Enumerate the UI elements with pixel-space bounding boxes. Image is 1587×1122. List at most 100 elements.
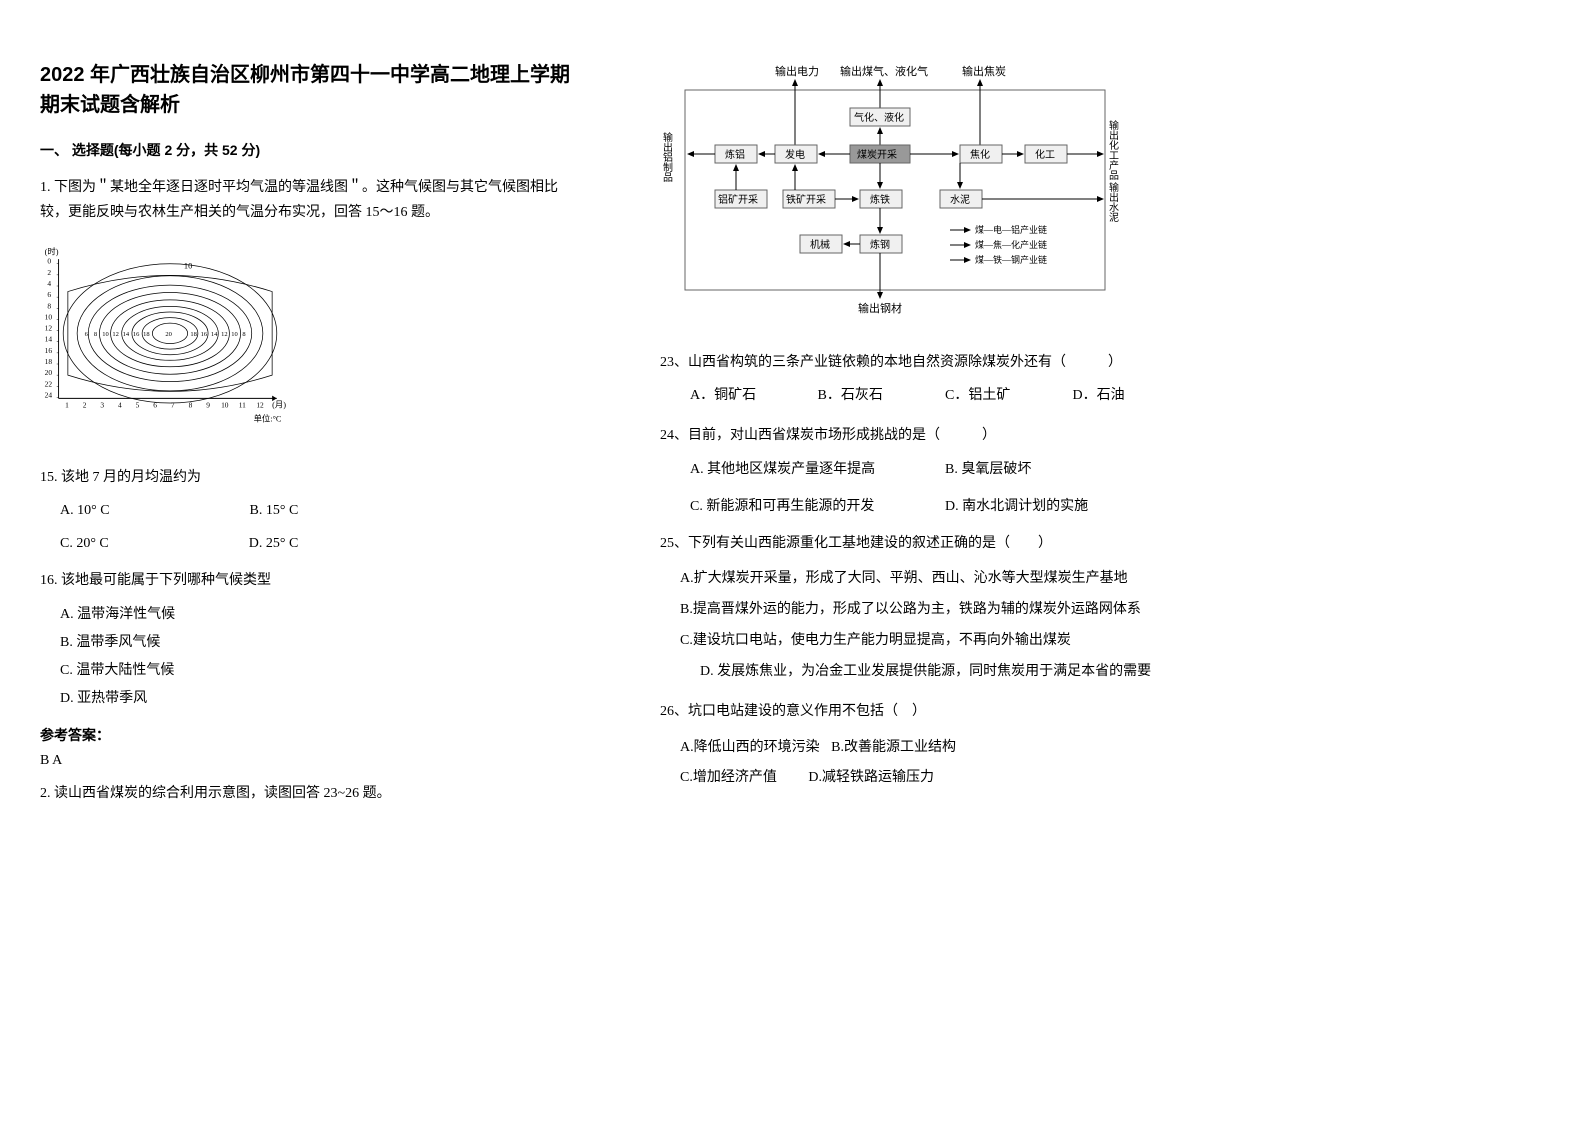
chart-y-ticks: 0 2 4 6 8 10 12 14 16 18 20 22 24	[45, 257, 53, 400]
svg-text:10: 10	[102, 332, 109, 339]
q26-optA: A.降低山西的环境污染	[680, 740, 820, 755]
q1-intro: 1. 下图为＂某地全年逐日逐时平均气温的等温线图＂。这种气候图与其它气候图相比较…	[40, 175, 580, 225]
svg-text:2: 2	[47, 268, 51, 277]
q26-optC: C.增加经济产值	[680, 770, 777, 785]
svg-text:8: 8	[94, 332, 97, 339]
q2-intro: 2. 读山西省煤炭的综合利用示意图，读图回答 23~26 题。	[40, 781, 580, 806]
svg-text:18: 18	[45, 357, 53, 366]
svg-text:煤—电—铝产业链: 煤—电—铝产业链	[975, 224, 1047, 235]
q24-text: 24、目前，对山西省煤炭市场形成挑战的是（ ）	[660, 423, 1200, 448]
svg-text:2: 2	[83, 401, 87, 410]
q16-text: 16. 该地最可能属于下列哪种气候类型	[40, 568, 580, 593]
svg-text:9: 9	[206, 401, 210, 410]
q23-text: 23、山西省构筑的三条产业链依赖的本地自然资源除煤炭外还有（ ）	[660, 350, 1200, 375]
svg-text:7: 7	[171, 401, 175, 410]
svg-text:11: 11	[239, 401, 246, 410]
svg-text:4: 4	[47, 279, 51, 288]
svg-text:0: 0	[47, 257, 51, 266]
svg-text:8: 8	[47, 302, 51, 311]
svg-text:输出铝制品: 输出铝制品	[661, 131, 673, 183]
q26-optD: D.减轻铁路运输压力	[808, 770, 934, 785]
q15-optB: B. 15° C	[250, 498, 299, 523]
q24-optD: D. 南水北调计划的实施	[945, 494, 1200, 519]
svg-text:14: 14	[45, 335, 53, 344]
svg-text:铝矿开采: 铝矿开采	[718, 193, 758, 206]
svg-text:12: 12	[45, 324, 53, 333]
svg-text:16: 16	[201, 332, 208, 339]
q25-optA: A.扩大煤炭开采量，形成了大同、平朔、西山、沁水等大型煤炭生产基地	[680, 564, 1200, 595]
svg-text:3: 3	[100, 401, 104, 410]
svg-text:输出水泥: 输出水泥	[1107, 181, 1119, 223]
q23-optD: D．石油	[1073, 383, 1201, 408]
svg-text:4: 4	[118, 401, 122, 410]
q15-optA: A. 10° C	[60, 498, 110, 523]
svg-text:水泥: 水泥	[950, 193, 970, 206]
svg-text:14: 14	[123, 332, 130, 339]
q26-optB: B.改善能源工业结构	[831, 740, 956, 755]
chart-y-label: (时)	[45, 247, 59, 257]
svg-text:10: 10	[221, 401, 229, 410]
svg-text:18: 18	[143, 332, 150, 339]
q16-optD: D. 亚热带季风	[60, 685, 580, 713]
q25-optD: D. 发展炼焦业，为冶金工业发展提供能源，同时焦炭用于满足本省的需要	[700, 657, 1200, 688]
q15-optC: C. 20° C	[60, 531, 109, 556]
q16-optC: C. 温带大陆性气候	[60, 657, 580, 685]
svg-text:输出化工产品: 输出化工产品	[1107, 119, 1119, 181]
svg-text:14: 14	[211, 332, 218, 339]
svg-text:18: 18	[190, 332, 197, 339]
svg-text:12: 12	[256, 401, 264, 410]
coal-industry-flowchart: 输出电力 输出煤气、液化气 输出焦炭 气化、液化 炼铝 发电 煤炭开采 焦化 化…	[660, 60, 1140, 320]
q23-optB: B．石灰石	[818, 383, 946, 408]
svg-text:炼铁: 炼铁	[870, 193, 890, 206]
temperature-contour-chart: (时) 0 2 4 6 8 10 12 14 16 18 20 22 24	[40, 243, 300, 433]
svg-text:1: 1	[65, 401, 69, 410]
svg-text:输出电力: 输出电力	[775, 64, 819, 78]
svg-text:22: 22	[45, 380, 53, 389]
svg-text:输出钢材: 输出钢材	[858, 301, 902, 315]
section-header: 一、 选择题(每小题 2 分，共 52 分)	[40, 140, 580, 160]
q15-text: 15. 该地 7 月的月均温约为	[40, 465, 580, 490]
q24-optB: B. 臭氧层破坏	[945, 457, 1200, 482]
svg-text:煤炭开采: 煤炭开采	[857, 148, 897, 161]
q26-text: 26、坑口电站建设的意义作用不包括（ ）	[660, 699, 1200, 724]
contour-labels: 6 8 10 12 14 16 18 20 18 16 14 12 10 8	[85, 332, 246, 339]
svg-text:10: 10	[231, 332, 238, 339]
svg-text:(月): (月)	[272, 401, 286, 410]
svg-text:输出煤气、液化气: 输出煤气、液化气	[840, 64, 928, 78]
svg-text:化工: 化工	[1035, 148, 1055, 161]
q23-optC: C．铝土矿	[945, 383, 1073, 408]
svg-text:发电: 发电	[785, 148, 805, 161]
svg-text:输出焦炭: 输出焦炭	[962, 64, 1006, 78]
answer-label: 参考答案：	[40, 725, 580, 745]
page-title: 2022 年广西壮族自治区柳州市第四十一中学高二地理上学期期末试题含解析	[40, 60, 580, 120]
q25-optB: B.提高晋煤外运的能力，形成了以公路为主，铁路为辅的煤炭外运路网体系	[680, 595, 1200, 626]
svg-text:16: 16	[45, 346, 53, 355]
svg-text:单位:°C: 单位:°C	[254, 414, 282, 424]
svg-text:12: 12	[112, 332, 119, 339]
svg-text:20: 20	[45, 369, 53, 378]
q16-optB: B. 温带季风气候	[60, 629, 580, 657]
svg-text:6: 6	[47, 291, 51, 300]
q25-optC: C.建设坑口电站，使电力生产能力明显提高，不再向外输出煤炭	[680, 626, 1200, 657]
answer-text: B A	[40, 753, 580, 769]
svg-text:5: 5	[136, 401, 140, 410]
svg-text:10: 10	[184, 262, 192, 271]
svg-text:20: 20	[165, 332, 172, 339]
svg-text:24: 24	[45, 391, 53, 400]
q25-text: 25、下列有关山西能源重化工基地建设的叙述正确的是（ ）	[660, 531, 1200, 556]
svg-text:10: 10	[45, 313, 53, 322]
q15-optD: D. 25° C	[249, 531, 299, 556]
chart-x-ticks: 1 2 3 4 5 6 7 8 9 10 11 12	[65, 401, 264, 410]
svg-text:煤—焦—化产业链: 煤—焦—化产业链	[975, 239, 1047, 250]
svg-text:16: 16	[133, 332, 140, 339]
q24-optC: C. 新能源和可再生能源的开发	[690, 494, 945, 519]
q23-optA: A．铜矿石	[690, 383, 818, 408]
svg-text:8: 8	[242, 332, 245, 339]
svg-text:煤—铁—钢产业链: 煤—铁—钢产业链	[975, 254, 1047, 265]
svg-text:铁矿开采: 铁矿开采	[786, 193, 826, 206]
svg-text:焦化: 焦化	[970, 148, 990, 161]
svg-text:12: 12	[221, 332, 228, 339]
flowchart-legend: 煤—电—铝产业链 煤—焦—化产业链 煤—铁—钢产业链	[950, 224, 1047, 265]
svg-text:气化、液化: 气化、液化	[854, 111, 904, 124]
q24-optA: A. 其他地区煤炭产量逐年提高	[690, 457, 945, 482]
